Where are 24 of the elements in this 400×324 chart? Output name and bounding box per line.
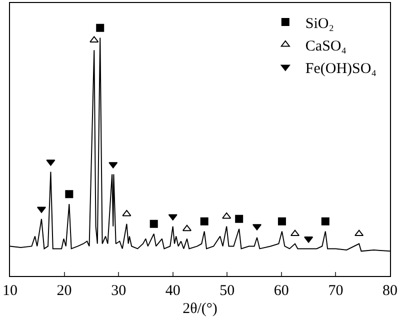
x-tick-label: 20 — [56, 283, 72, 299]
point — [235, 214, 244, 223]
point — [222, 212, 232, 219]
point — [278, 217, 286, 226]
x-axis-title: 2θ/(°) — [182, 301, 218, 317]
point — [150, 220, 158, 228]
x-tick-label: 50 — [220, 283, 235, 299]
x-tick-label: 70 — [328, 283, 344, 299]
x-tick-label: 40 — [165, 283, 180, 299]
legend-label: SiO₂ — [305, 16, 334, 32]
point — [290, 230, 300, 236]
point — [321, 217, 330, 226]
point — [96, 24, 104, 32]
point — [354, 230, 364, 236]
point — [65, 190, 74, 198]
x-tick-label: 80 — [382, 283, 398, 299]
x-tick-label: 30 — [111, 283, 126, 299]
legend-label: Fe(OH)SO₄ — [305, 60, 376, 77]
point — [122, 210, 132, 216]
legend-label: CaSO₄ — [305, 38, 346, 54]
x-tick-label: 60 — [274, 283, 289, 299]
point — [200, 217, 208, 226]
point — [182, 224, 192, 232]
x-tick-label: 10 — [2, 283, 18, 299]
